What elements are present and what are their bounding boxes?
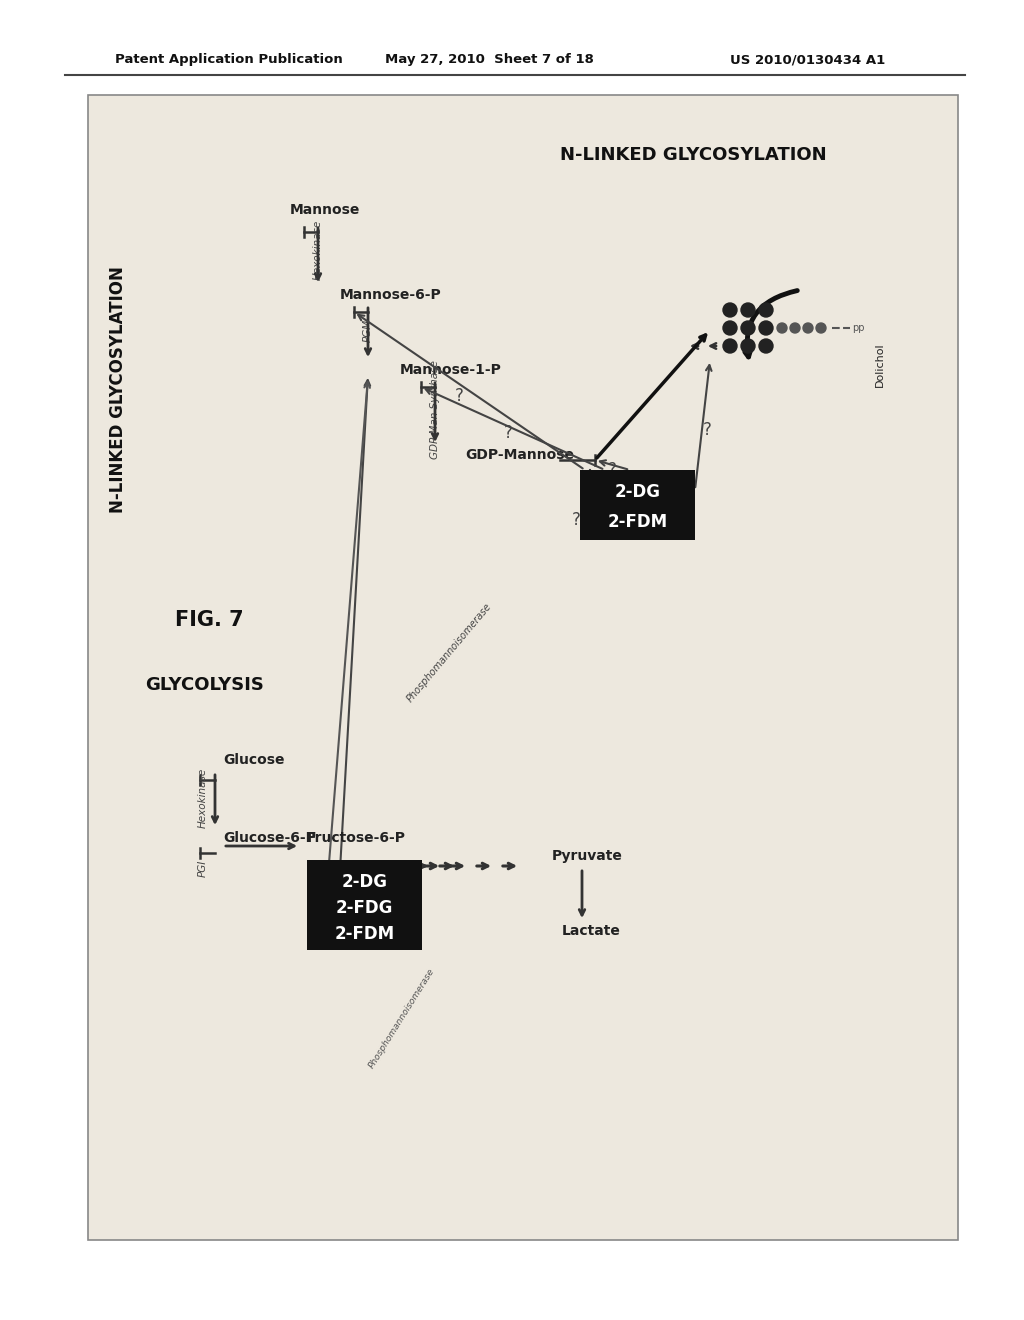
Text: GLYCOLYSIS: GLYCOLYSIS: [145, 676, 264, 694]
Text: ?: ?: [504, 425, 512, 442]
Text: Mannose-6-P: Mannose-6-P: [340, 288, 441, 302]
Circle shape: [741, 339, 755, 352]
Text: GDP-Man Synthase: GDP-Man Synthase: [430, 360, 440, 459]
Circle shape: [816, 323, 826, 333]
Text: Mannose: Mannose: [290, 203, 360, 216]
Text: Mannose-1-P: Mannose-1-P: [400, 363, 502, 378]
Text: ?: ?: [572, 511, 581, 529]
Text: ?: ?: [455, 387, 464, 405]
Text: pp: pp: [852, 323, 864, 333]
Circle shape: [790, 323, 800, 333]
Text: N-LINKED GLYCOSYLATION: N-LINKED GLYCOSYLATION: [109, 267, 127, 513]
Text: Glucose-6-P: Glucose-6-P: [223, 832, 315, 845]
Text: 2-DG: 2-DG: [341, 873, 387, 891]
Circle shape: [741, 304, 755, 317]
Text: FIG. 7: FIG. 7: [175, 610, 244, 630]
Bar: [88, 95, 958, 1239]
Text: Phosphomannoisomerase: Phosphomannoisomerase: [406, 601, 494, 704]
Text: T: T: [600, 500, 609, 516]
Text: PGI: PGI: [198, 859, 208, 876]
Bar: [580, 470, 695, 540]
Circle shape: [759, 339, 773, 352]
Text: US 2010/0130434 A1: US 2010/0130434 A1: [730, 54, 886, 66]
Text: GDP-Mannose: GDP-Mannose: [465, 447, 574, 462]
Text: N-LINKED GLYCOSYLATION: N-LINKED GLYCOSYLATION: [560, 147, 826, 164]
Text: 2-FDG: 2-FDG: [336, 899, 393, 917]
Circle shape: [759, 304, 773, 317]
Text: Fructose-6-P: Fructose-6-P: [307, 832, 406, 845]
Circle shape: [741, 321, 755, 335]
Circle shape: [803, 323, 813, 333]
Circle shape: [723, 339, 737, 352]
Text: PGM: PGM: [362, 318, 373, 342]
Text: Phosphomannoisomerase: Phosphomannoisomerase: [367, 966, 436, 1069]
Text: Patent Application Publication: Patent Application Publication: [115, 54, 343, 66]
Text: Hexokinase: Hexokinase: [313, 220, 323, 280]
Text: 2-FDM: 2-FDM: [607, 513, 668, 531]
Circle shape: [777, 323, 787, 333]
Circle shape: [759, 321, 773, 335]
Text: Hexokinase: Hexokinase: [198, 768, 208, 828]
Text: Dolichol: Dolichol: [874, 343, 885, 387]
Bar: [307, 861, 422, 950]
Text: Pyruvate: Pyruvate: [552, 849, 623, 863]
Circle shape: [723, 321, 737, 335]
Text: 2-FDM: 2-FDM: [335, 925, 394, 942]
Text: ?: ?: [703, 421, 712, 440]
Text: Glucose: Glucose: [223, 752, 285, 767]
Text: May 27, 2010  Sheet 7 of 18: May 27, 2010 Sheet 7 of 18: [385, 54, 594, 66]
Text: Lactate: Lactate: [562, 924, 621, 939]
Text: 2-DG: 2-DG: [614, 483, 660, 502]
Text: ?: ?: [608, 461, 616, 479]
Circle shape: [723, 304, 737, 317]
